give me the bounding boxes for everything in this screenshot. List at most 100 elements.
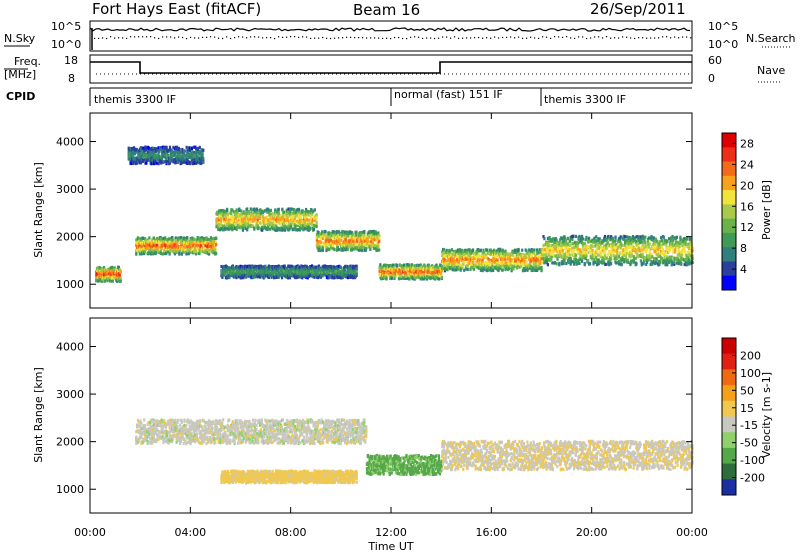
heatmap-cell bbox=[261, 214, 265, 218]
heatmap-cell bbox=[552, 246, 555, 250]
heatmap-cell bbox=[366, 244, 369, 248]
heatmap-cell bbox=[317, 276, 320, 280]
heatmap-cell bbox=[549, 246, 552, 250]
heatmap-cell bbox=[538, 266, 541, 270]
heatmap-cell bbox=[630, 259, 633, 263]
heatmap-cell bbox=[372, 246, 375, 250]
heatmap-cell bbox=[597, 262, 600, 266]
heatmap-cell bbox=[178, 252, 181, 256]
heatmap-cell bbox=[285, 275, 288, 279]
heatmap-cell bbox=[533, 248, 536, 252]
heatmap-cell bbox=[670, 255, 673, 259]
heatmap-cell bbox=[660, 243, 663, 248]
heatmap-cell bbox=[374, 238, 377, 242]
heatmap-cell bbox=[602, 248, 605, 253]
heatmap-cell bbox=[611, 236, 614, 241]
heatmap-cell bbox=[483, 250, 486, 255]
heatmap-cell bbox=[551, 261, 554, 265]
heatmap-cell bbox=[450, 262, 453, 266]
heatmap-cell bbox=[320, 240, 323, 244]
heatmap-cell bbox=[638, 241, 642, 245]
heatmap-cell bbox=[145, 241, 148, 245]
heatmap-cell bbox=[615, 261, 618, 265]
heatmap-cell bbox=[415, 266, 418, 270]
heatmap-cell bbox=[640, 263, 643, 267]
heatmap-cell bbox=[446, 268, 449, 272]
heatmap-cell bbox=[662, 242, 665, 246]
heatmap-cell bbox=[297, 210, 301, 214]
heatmap-cell bbox=[570, 260, 573, 264]
heatmap-cell bbox=[151, 245, 154, 249]
heatmap-cell bbox=[572, 242, 575, 246]
heatmap-cell bbox=[292, 220, 295, 224]
heatmap-cell bbox=[663, 238, 666, 242]
heatmap-cell bbox=[591, 248, 594, 252]
heatmap-cell bbox=[562, 237, 565, 241]
heatmap-cell bbox=[565, 261, 568, 266]
heatmap-cell bbox=[498, 263, 501, 268]
heatmap-cell bbox=[419, 273, 422, 277]
heatmap-cell bbox=[318, 271, 321, 275]
heatmap-cell bbox=[129, 147, 132, 151]
heatmap-cell bbox=[621, 257, 624, 261]
heatmap-cell bbox=[420, 269, 423, 273]
heatmap-cell bbox=[143, 249, 147, 254]
heatmap-cell bbox=[471, 248, 475, 252]
heatmap-cell bbox=[646, 247, 649, 251]
heatmap-cell bbox=[600, 249, 603, 253]
heatmap-cell bbox=[612, 253, 615, 257]
heatmap-cell bbox=[261, 228, 264, 232]
heatmap-cell bbox=[280, 272, 283, 276]
heatmap-cell bbox=[346, 247, 349, 251]
heatmap-cell bbox=[186, 236, 189, 240]
heatmap-cell bbox=[658, 262, 661, 266]
heatmap-cell bbox=[101, 277, 104, 281]
heatmap-cell bbox=[545, 261, 549, 265]
heatmap-cell bbox=[675, 235, 678, 239]
heatmap-cell bbox=[510, 267, 513, 272]
heatmap-cell bbox=[290, 212, 294, 216]
heatmap-cell bbox=[115, 275, 118, 279]
heatmap-cell bbox=[233, 224, 236, 228]
heatmap-cell bbox=[574, 240, 577, 244]
heatmap-cell bbox=[545, 249, 549, 253]
heatmap-cell bbox=[200, 249, 203, 253]
heatmap-cell bbox=[248, 218, 251, 222]
heatmap-cell bbox=[674, 248, 677, 252]
heatmap-cell bbox=[514, 248, 517, 252]
heatmap-cell bbox=[390, 274, 393, 278]
heatmap-cell bbox=[610, 257, 613, 261]
heatmap-cell bbox=[584, 256, 587, 261]
power-heatmap-cells bbox=[95, 145, 694, 283]
heatmap-cell bbox=[569, 256, 572, 261]
heatmap-cell bbox=[686, 262, 689, 266]
heatmap-cell bbox=[102, 266, 106, 270]
heatmap-cell bbox=[131, 158, 134, 162]
heatmap-cell bbox=[668, 248, 671, 252]
heatmap-cell bbox=[256, 274, 259, 279]
heatmap-cell bbox=[487, 258, 490, 262]
heatmap-cell bbox=[337, 230, 340, 234]
heatmap-cell bbox=[659, 240, 662, 244]
heatmap-cell bbox=[441, 264, 444, 268]
heatmap-cell bbox=[364, 247, 368, 251]
heatmap-cell bbox=[178, 238, 181, 242]
heatmap-cell bbox=[540, 257, 543, 261]
heatmap-cell bbox=[130, 161, 133, 166]
heatmap-cell bbox=[212, 242, 215, 246]
heatmap-cell bbox=[540, 268, 543, 272]
heatmap-cell bbox=[546, 236, 549, 240]
heatmap-cell bbox=[334, 273, 337, 277]
noise-left-tick-bottom: 10^0 bbox=[51, 38, 81, 51]
heatmap-cell bbox=[339, 231, 342, 235]
heatmap-cell bbox=[282, 227, 285, 231]
heatmap-cell bbox=[471, 260, 475, 264]
heatmap-cell bbox=[460, 259, 463, 263]
nave-right-tick-bottom: 0 bbox=[708, 72, 715, 85]
heatmap-cell bbox=[351, 243, 354, 248]
heatmap-cell bbox=[251, 219, 254, 223]
heatmap-cell bbox=[583, 242, 586, 246]
heatmap-cell bbox=[580, 237, 583, 242]
heatmap-cell bbox=[646, 239, 650, 243]
heatmap-cell bbox=[305, 219, 308, 223]
